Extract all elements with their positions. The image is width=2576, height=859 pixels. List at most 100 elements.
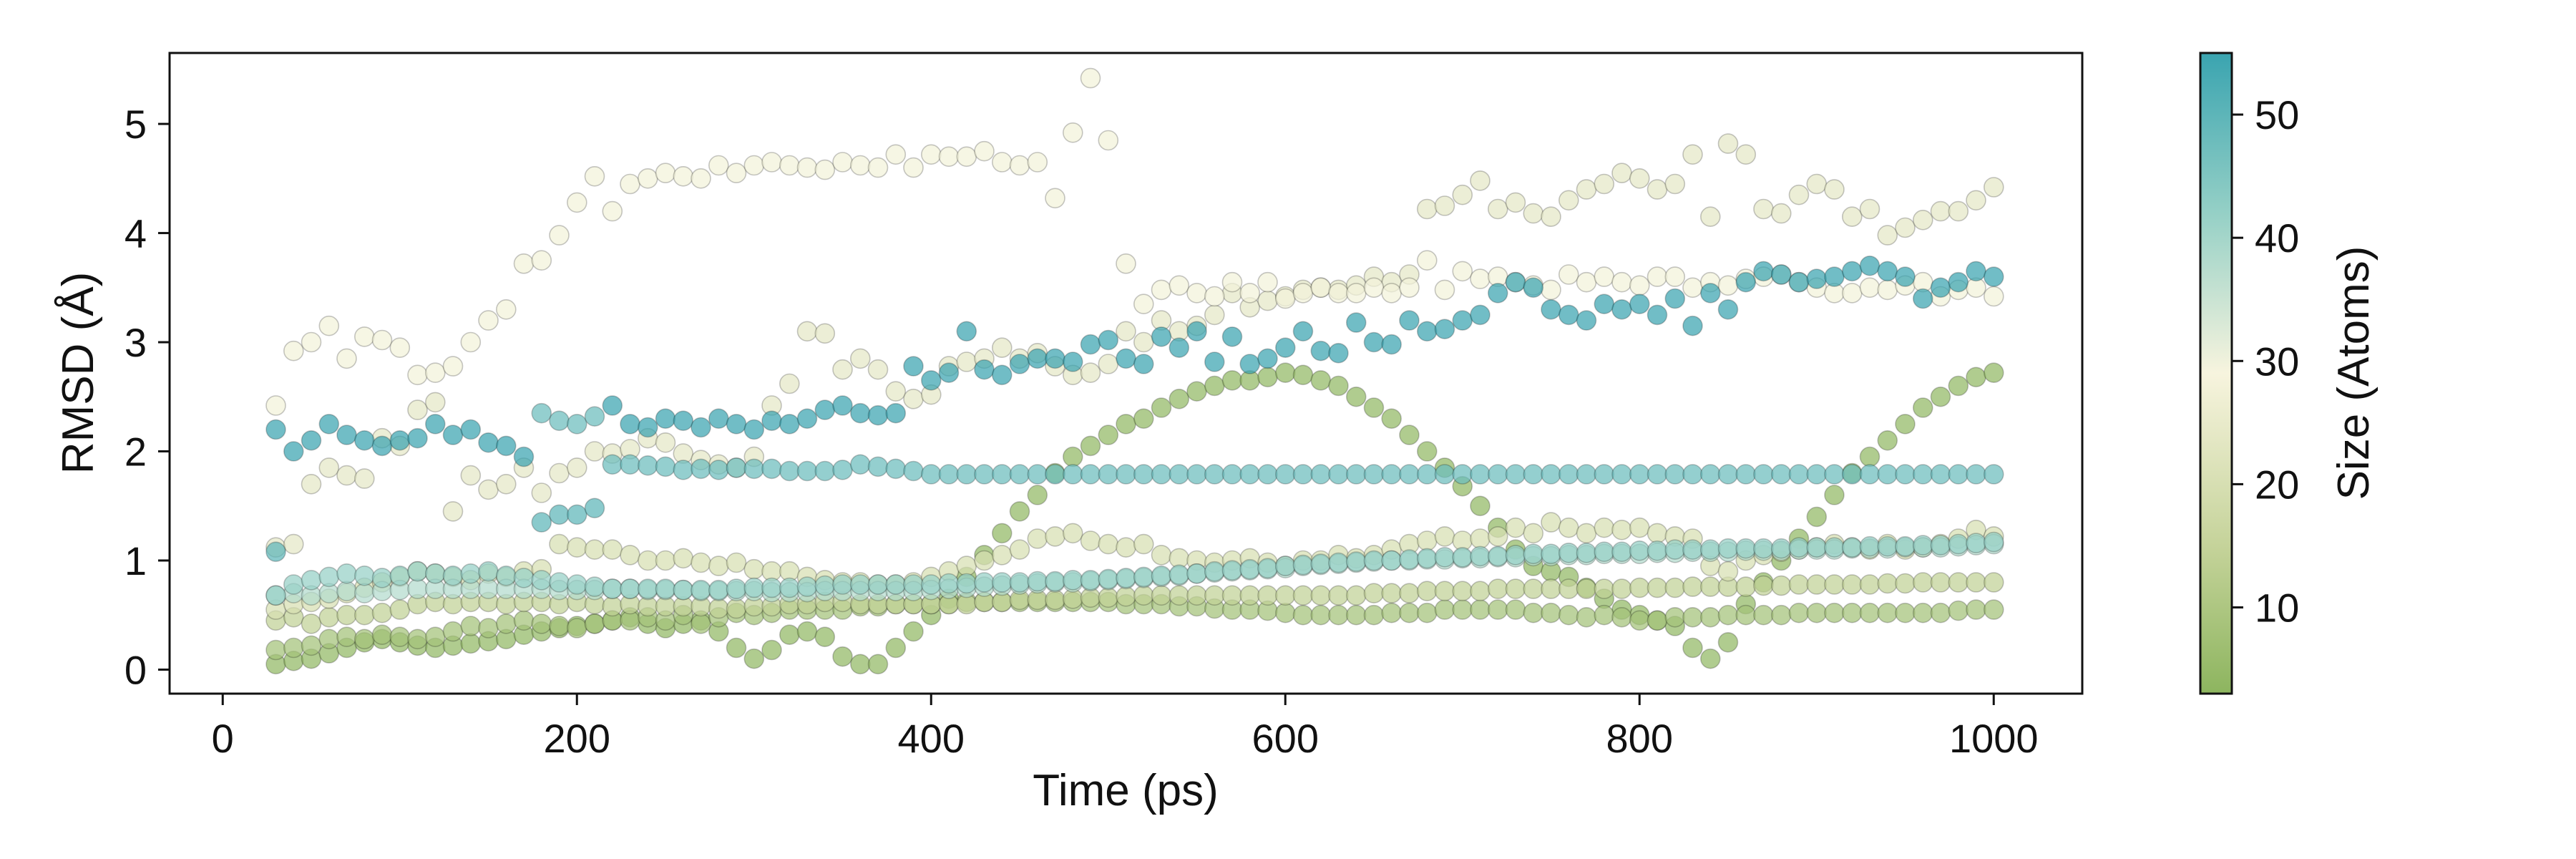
data-point bbox=[867, 654, 889, 675]
data-point bbox=[903, 460, 924, 482]
data-point bbox=[1381, 550, 1402, 571]
data-point bbox=[1930, 386, 1951, 407]
data-point bbox=[1966, 464, 1986, 485]
data-point bbox=[1239, 558, 1260, 580]
data-point bbox=[1558, 517, 1579, 538]
data-point bbox=[1452, 547, 1473, 568]
data-point bbox=[1966, 261, 1986, 282]
data-point bbox=[1151, 565, 1172, 586]
data-point bbox=[1859, 277, 1880, 299]
data-point bbox=[850, 155, 871, 176]
data-point bbox=[1611, 162, 1632, 183]
data-point bbox=[513, 253, 535, 274]
data-point bbox=[1452, 464, 1473, 485]
data-point bbox=[1328, 464, 1349, 485]
data-point bbox=[1151, 397, 1172, 418]
data-point bbox=[1417, 321, 1438, 342]
data-point bbox=[407, 578, 428, 599]
data-point bbox=[938, 362, 960, 384]
data-point bbox=[1063, 523, 1083, 544]
data-point bbox=[1984, 572, 2004, 593]
series-cluster-c bbox=[265, 531, 2004, 606]
data-point bbox=[1346, 585, 1367, 606]
data-point bbox=[1488, 198, 1508, 220]
data-point bbox=[1328, 552, 1349, 573]
data-point bbox=[1045, 571, 1065, 592]
data-point bbox=[992, 337, 1013, 359]
data-point bbox=[566, 414, 587, 435]
data-point bbox=[1806, 173, 1828, 195]
data-point bbox=[1646, 610, 1668, 631]
data-point bbox=[1133, 464, 1154, 485]
data-point bbox=[814, 460, 836, 482]
data-point bbox=[743, 419, 765, 440]
data-point bbox=[1470, 528, 1491, 549]
data-point bbox=[1257, 290, 1278, 311]
data-point bbox=[938, 464, 960, 485]
data-point bbox=[1788, 602, 1810, 623]
data-point bbox=[1877, 535, 1898, 557]
data-point bbox=[1027, 528, 1048, 549]
data-point bbox=[1700, 206, 1721, 228]
data-point bbox=[903, 574, 924, 595]
data-point bbox=[1346, 283, 1367, 304]
data-point bbox=[1063, 446, 1083, 467]
data-point bbox=[478, 578, 499, 599]
colorbar-ticks: 10 20 30 40 50 bbox=[2232, 92, 2299, 631]
data-point bbox=[637, 168, 658, 189]
data-point bbox=[1186, 283, 1207, 304]
data-point bbox=[389, 599, 411, 620]
data-point bbox=[1788, 184, 1810, 205]
data-point bbox=[832, 646, 853, 667]
data-point bbox=[1664, 606, 1686, 628]
data-point bbox=[1488, 526, 1508, 547]
data-point bbox=[1771, 604, 1792, 626]
data-point bbox=[531, 250, 552, 271]
data-point bbox=[1221, 326, 1243, 347]
data-point bbox=[495, 435, 517, 457]
data-point bbox=[956, 555, 977, 576]
data-point bbox=[1452, 599, 1473, 620]
data-point bbox=[1735, 576, 1757, 597]
data-point bbox=[796, 460, 818, 482]
data-point bbox=[301, 613, 322, 634]
data-point bbox=[655, 456, 676, 477]
data-point bbox=[1877, 602, 1898, 623]
data-point bbox=[885, 637, 907, 659]
data-point bbox=[1116, 464, 1136, 485]
data-point bbox=[1275, 337, 1296, 359]
data-point bbox=[602, 395, 623, 416]
data-point bbox=[1523, 543, 1544, 565]
data-point bbox=[1399, 310, 1420, 331]
data-point bbox=[1116, 253, 1136, 274]
data-point bbox=[1470, 581, 1491, 602]
data-point bbox=[956, 146, 977, 168]
data-point bbox=[1151, 326, 1172, 347]
data-point bbox=[1541, 279, 1561, 301]
data-point bbox=[1063, 122, 1083, 143]
data-point bbox=[796, 576, 818, 597]
data-point bbox=[1629, 275, 1650, 296]
data-point bbox=[1611, 541, 1632, 563]
data-point bbox=[1629, 610, 1650, 631]
data-point bbox=[1806, 506, 1828, 528]
data-point bbox=[1611, 606, 1632, 628]
data-point bbox=[424, 626, 446, 648]
data-point bbox=[1576, 179, 1597, 200]
data-point bbox=[424, 563, 446, 584]
data-point bbox=[1682, 606, 1703, 628]
data-point bbox=[549, 572, 570, 593]
data-point bbox=[956, 573, 977, 594]
data-point bbox=[1009, 501, 1030, 522]
data-point bbox=[743, 458, 765, 480]
data-point bbox=[1363, 604, 1385, 626]
data-point bbox=[655, 578, 676, 599]
data-point bbox=[1523, 277, 1544, 299]
data-point bbox=[1984, 464, 2004, 485]
data-point bbox=[1594, 517, 1615, 538]
data-point bbox=[1576, 310, 1597, 331]
data-point bbox=[1753, 198, 1774, 220]
data-point bbox=[1470, 268, 1491, 289]
data-point bbox=[620, 414, 640, 435]
data-point bbox=[992, 364, 1013, 386]
